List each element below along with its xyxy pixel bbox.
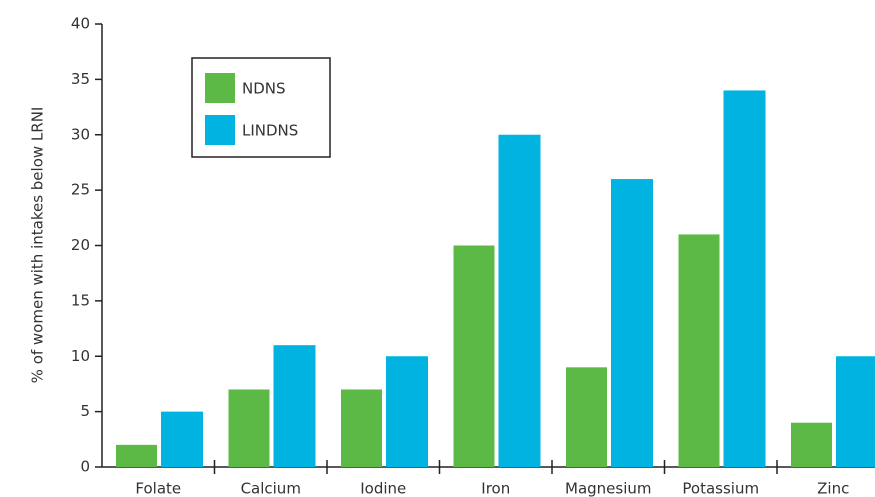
- x-tick-label: Folate: [135, 480, 181, 497]
- bar: [723, 90, 766, 467]
- legend-label: LINDNS: [242, 122, 298, 140]
- bar: [498, 134, 541, 467]
- bar: [453, 245, 495, 467]
- y-tick-label: 30: [71, 125, 90, 143]
- y-tick-label: 35: [71, 70, 90, 88]
- bar: [386, 356, 428, 467]
- bar: [791, 422, 832, 467]
- legend-swatch: [205, 73, 235, 103]
- bar: [161, 411, 203, 467]
- x-tick-label: Calcium: [241, 480, 301, 497]
- y-tick-label: 10: [71, 347, 90, 365]
- legend-swatch: [205, 115, 235, 145]
- y-axis-label: % of women with intakes below LRNI: [29, 107, 47, 384]
- bar: [341, 389, 382, 467]
- y-tick-label: 40: [71, 15, 90, 33]
- bar: [678, 234, 720, 467]
- y-tick-label: 0: [80, 458, 90, 476]
- x-tick-label: Magnesium: [565, 480, 652, 497]
- bar: [116, 444, 157, 467]
- y-tick-label: 25: [71, 181, 90, 199]
- bar: [836, 356, 875, 467]
- x-tick-label: Iodine: [360, 480, 406, 497]
- y-tick-label: 20: [71, 236, 90, 254]
- y-tick-label: 15: [71, 291, 90, 309]
- bar: [566, 367, 607, 467]
- x-tick-label: Zinc: [817, 480, 849, 497]
- bar: [228, 389, 270, 467]
- x-tick-label: Potassium: [682, 480, 759, 497]
- x-tick-label: Iron: [481, 480, 510, 497]
- bar: [611, 179, 653, 468]
- bar: [273, 345, 316, 467]
- y-tick-label: 5: [80, 402, 90, 420]
- legend-label: NDNS: [242, 80, 286, 98]
